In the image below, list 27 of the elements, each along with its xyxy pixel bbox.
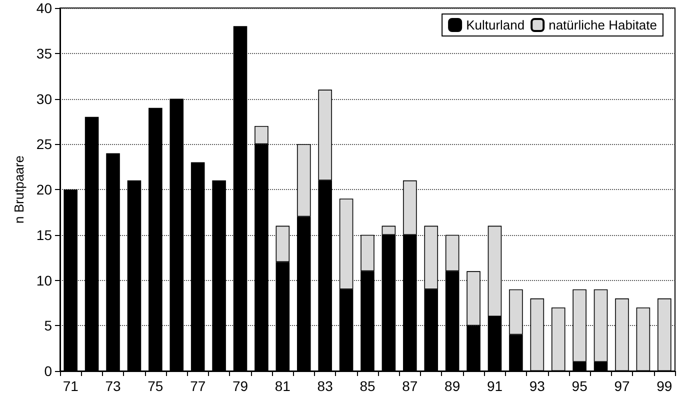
x-tick-label: 89 (444, 378, 460, 394)
y-tick-label: 15 (36, 226, 52, 243)
x-tick-label: 91 (486, 378, 503, 394)
y-axis-title: n Brutpaare (12, 156, 27, 224)
x-tick-label: 85 (360, 378, 376, 394)
y-tick-label: 40 (36, 0, 52, 16)
x-tick-label: 79 (232, 378, 248, 394)
y-tick-label: 30 (36, 90, 52, 107)
x-tick-label: 97 (614, 378, 630, 394)
x-tick-label: 83 (317, 378, 334, 394)
y-tick-label: 10 (36, 272, 52, 288)
x-tick-label: 71 (62, 378, 79, 394)
y-tick-label: 35 (36, 45, 52, 62)
legend-label: Kulturland (466, 18, 525, 32)
x-tick-label: 99 (656, 378, 672, 394)
x-tick-label: 77 (190, 378, 206, 394)
x-tick-label: 93 (529, 378, 546, 394)
x-tick-label: 75 (148, 378, 164, 394)
x-tick-label: 81 (274, 378, 291, 394)
legend-label: natürliche Habitate (548, 18, 658, 32)
y-tick-label: 0 (44, 363, 52, 379)
y-tick-label: 20 (36, 182, 52, 198)
y-tick-label: 25 (36, 136, 52, 152)
x-tick-label: 87 (402, 378, 418, 394)
x-tick-label: 95 (572, 378, 588, 394)
x-tick-label: 73 (105, 378, 122, 394)
y-tick-label: 5 (44, 318, 52, 334)
